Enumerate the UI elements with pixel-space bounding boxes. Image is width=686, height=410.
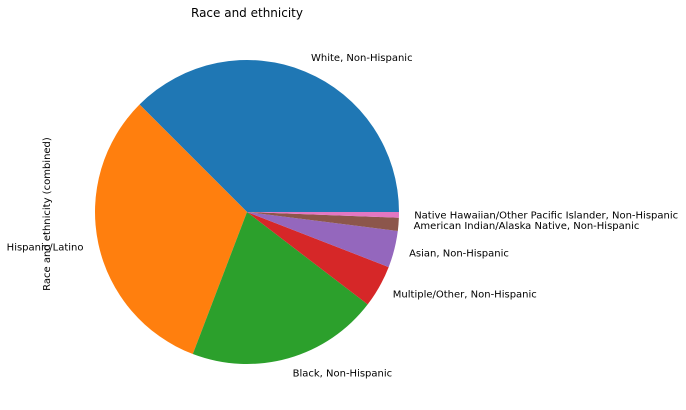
slice-label: White, Non-Hispanic [311,53,413,64]
pie-slices [95,60,399,365]
slice-label: Multiple/Other, Non-Hispanic [393,289,537,300]
pie-slice [247,212,399,232]
chart-title: Race and ethnicity [191,6,303,20]
pie-slice [247,212,398,268]
pie-slice [192,212,368,365]
pie-slice [95,104,247,355]
pie-slice [247,212,399,218]
y-axis-label: Race and ethnicity (combined) [42,137,53,291]
pie-slice [139,60,399,212]
slice-label: Native Hawaiian/Other Pacific Islander, … [414,211,678,222]
pie-slice [247,212,389,305]
slice-label: Asian, Non-Hispanic [409,249,509,260]
slice-label: Hispanic/Latino [7,242,84,253]
slice-label: Black, Non-Hispanic [293,368,393,379]
slice-label: American Indian/Alaska Native, Non-Hispa… [414,221,640,232]
pie-labels: White, Non-Hispanic Hispanic/Latino Black,… [7,53,678,379]
